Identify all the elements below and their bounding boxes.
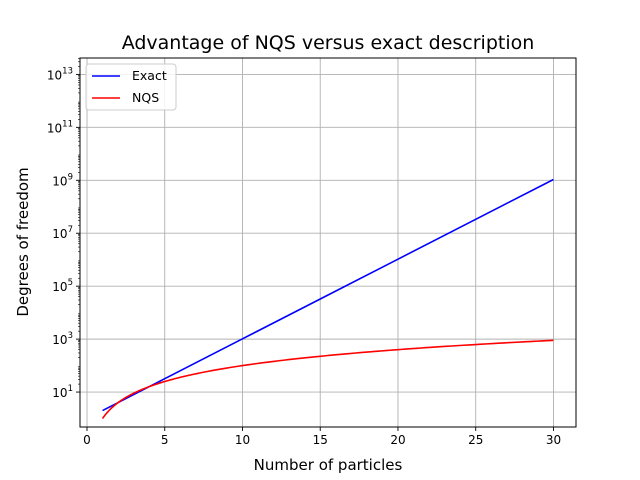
- x-axis-label: Number of particles: [254, 456, 403, 474]
- legend: Exact NQS: [85, 63, 177, 111]
- series-line-exact: [102, 178, 554, 412]
- x-axis-ticks: 0 5 10 15 20 25 30: [83, 427, 561, 447]
- x-tick-label: 10: [235, 433, 250, 447]
- x-tick-label: 0: [83, 433, 91, 447]
- series-lines: [101, 178, 554, 419]
- x-tick-label: 25: [468, 433, 483, 447]
- x-tick-label: 20: [390, 433, 405, 447]
- x-tick-label: 15: [313, 433, 328, 447]
- x-tick-label: 30: [546, 433, 561, 447]
- y-tick-label: 109: [52, 172, 73, 188]
- y-tick-label: 1013: [47, 66, 73, 82]
- plot-area-frame: [79, 57, 577, 428]
- y-axis-ticks: 101 103 105 107 109 1011 1013: [47, 58, 80, 400]
- y-tick-label: 1011: [47, 119, 73, 135]
- y-tick-label: 101: [52, 384, 73, 400]
- y-axis-label: Degrees of freedom: [14, 167, 32, 316]
- series-line-nqs: [101, 339, 554, 419]
- y-tick-label: 105: [52, 278, 73, 294]
- y-tick-label: 107: [52, 225, 73, 241]
- chart-title: Advantage of NQS versus exact descriptio…: [122, 32, 535, 54]
- legend-label-exact: Exact: [132, 68, 167, 83]
- y-tick-label: 103: [52, 331, 73, 347]
- legend-label-nqs: NQS: [132, 90, 159, 105]
- x-tick-label: 5: [161, 433, 169, 447]
- grid-lines: [80, 58, 576, 427]
